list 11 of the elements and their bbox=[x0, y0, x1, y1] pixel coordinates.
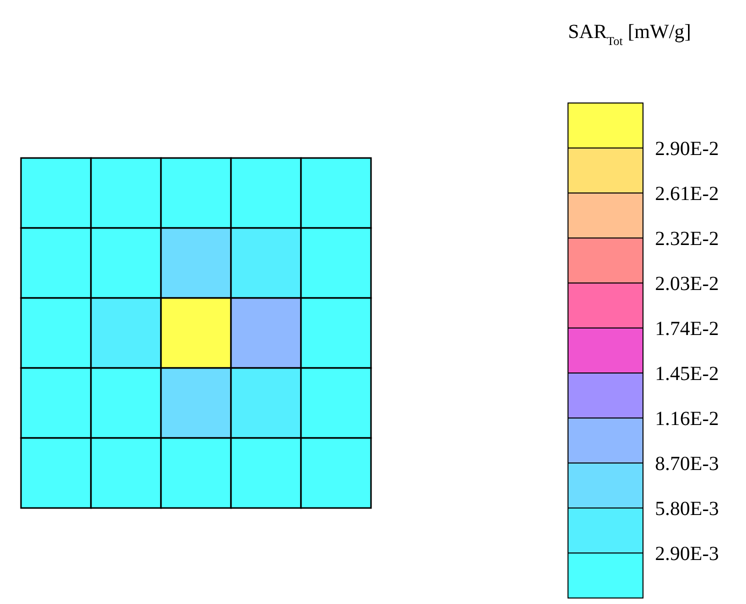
color-bar-label: 1.45E-2 bbox=[655, 363, 719, 385]
color-bar-title: SAR$_{Tot}$ [mW/g] bbox=[568, 21, 692, 48]
color-bar-label: 2.90E-3 bbox=[655, 543, 719, 565]
color-bar-label: 2.61E-2 bbox=[655, 183, 719, 205]
color-bar-label: 1.74E-2 bbox=[655, 318, 719, 340]
color-bar-label: 2.03E-2 bbox=[655, 273, 719, 295]
color-bar-label: 2.90E-2 bbox=[655, 138, 719, 160]
color-bar-label: 1.16E-2 bbox=[655, 408, 719, 430]
color-bar-label: 8.70E-3 bbox=[655, 453, 719, 475]
color-bar-label: 5.80E-3 bbox=[655, 498, 719, 520]
color-bar-label: 2.32E-2 bbox=[655, 228, 719, 250]
